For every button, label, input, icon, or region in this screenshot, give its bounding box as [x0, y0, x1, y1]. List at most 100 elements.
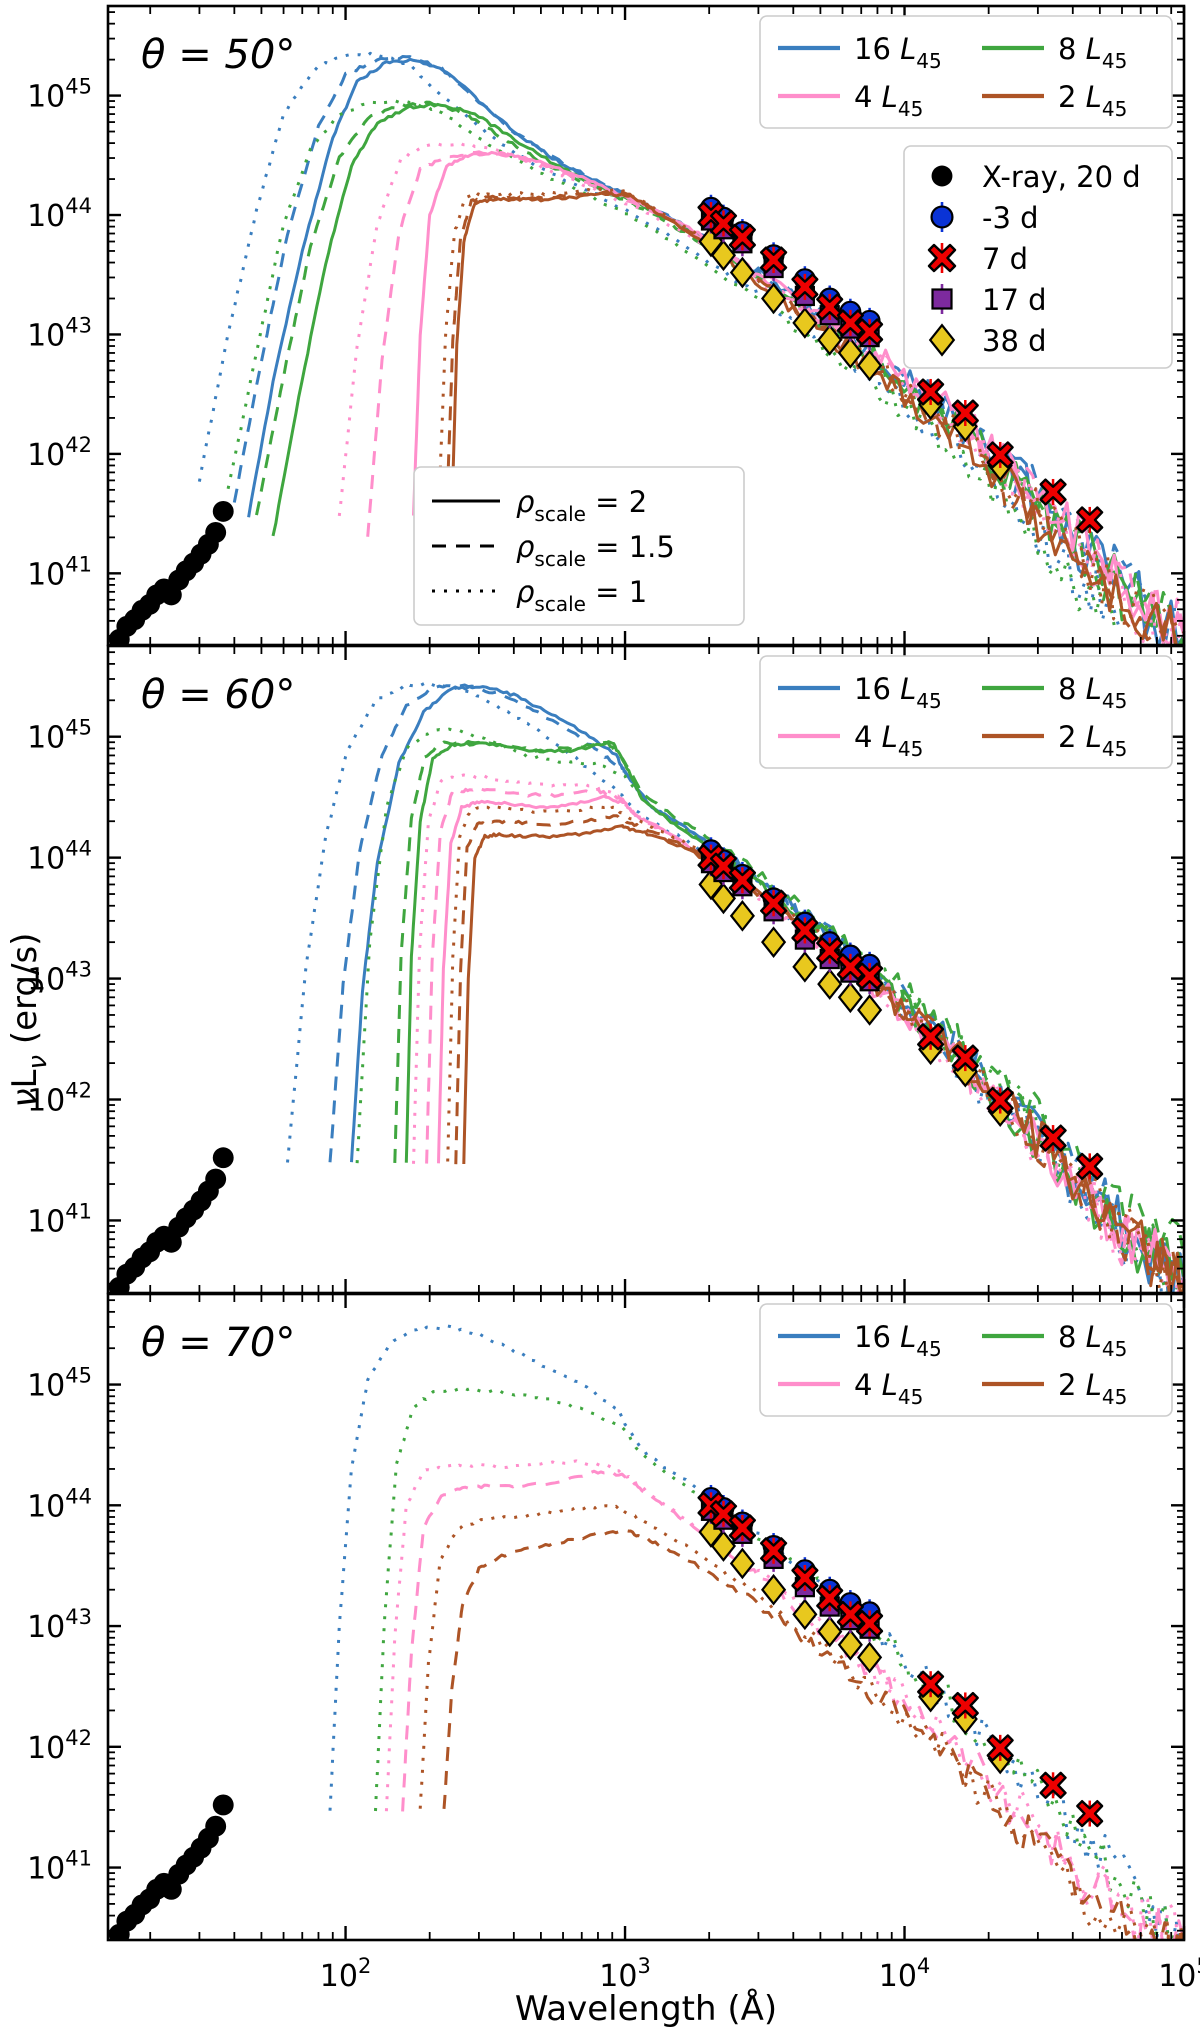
rho-equals-value: = 1.5	[586, 530, 675, 564]
x-tick-label: 102	[320, 1954, 372, 1994]
luminosity-legend-box	[759, 15, 1173, 129]
legend-obs-label: 17 d	[982, 283, 1047, 317]
legend-unit-sub: 45	[1102, 1337, 1127, 1361]
legend-label: 16 L45	[854, 32, 942, 73]
y-tick-label: 1043	[27, 958, 92, 998]
tick-exponent: 43	[65, 1605, 92, 1629]
y-tick-label: 1045	[27, 716, 92, 756]
rho-subscript: scale	[534, 547, 586, 571]
epoch-point	[951, 399, 979, 427]
legend-marker-xray-20d	[931, 165, 953, 187]
legend-obs-label: 7 d	[982, 242, 1028, 276]
y-tick-label: 1043	[27, 1605, 92, 1645]
y-label-units: (erg/s)	[5, 933, 45, 1055]
epoch-point	[1076, 1152, 1104, 1181]
epoch-point	[729, 256, 755, 289]
legend-unit-sub: 45	[1102, 49, 1127, 73]
model-curve	[418, 1503, 1183, 1939]
panel-frame	[106, 1292, 1186, 1942]
legend-unit-sub: 45	[1102, 1385, 1127, 1409]
epoch-point	[761, 926, 787, 958]
epoch-point	[1039, 1771, 1067, 1799]
x-axis-label: Wavelength (Å)	[515, 1988, 777, 2029]
model-curve	[337, 141, 1183, 644]
y-tick-label: 1042	[27, 1079, 92, 1119]
model-curve	[393, 739, 1183, 1259]
legend-unit-sub: 45	[1102, 737, 1127, 761]
legend-value: 8	[1058, 672, 1086, 706]
legend-linestyle-label: ρscale = 2	[516, 485, 647, 526]
epoch-group-7d	[697, 1491, 1104, 1828]
epoch-point	[761, 282, 787, 315]
epoch-point	[760, 246, 788, 274]
epoch-point	[728, 223, 756, 252]
legend-value: 4	[854, 80, 882, 114]
legend-unit-sub: 45	[1102, 689, 1127, 713]
legend-unit-sub: 45	[916, 49, 941, 73]
model-curve	[328, 683, 1183, 1292]
epoch-group-38d	[698, 1516, 1013, 1775]
epoch-point	[791, 1564, 819, 1592]
epoch-point	[761, 1573, 787, 1606]
rho-symbol: ρ	[516, 485, 535, 519]
tick-exponent: 4	[917, 1954, 930, 1978]
panel-data-area	[109, 51, 1183, 644]
rho-symbol: ρ	[516, 575, 535, 609]
y-axis-label-group: νLν (erg/s)	[5, 933, 53, 1108]
epoch-point	[760, 1537, 788, 1565]
legend-unit: L	[900, 1320, 916, 1354]
legend-unit: L	[1086, 720, 1102, 754]
legend-obs-label: 38 d	[982, 324, 1047, 358]
legend-unit-sub: 45	[898, 97, 923, 121]
tick-mantissa: 10	[27, 1489, 65, 1524]
legend-label: 8 L45	[1058, 672, 1127, 713]
legend-unit-sub: 45	[1102, 97, 1127, 121]
y-tick-label: 1041	[27, 1847, 92, 1887]
model-curve	[355, 727, 1183, 1292]
legend-unit-sub: 45	[898, 1385, 923, 1409]
epoch-point	[917, 1023, 945, 1051]
epoch-group-7d	[697, 844, 1104, 1181]
xray-point	[212, 1147, 234, 1169]
legend-unit: L	[1086, 672, 1102, 706]
y-tick-label: 1041	[27, 1199, 92, 1239]
legend-unit: L	[900, 32, 916, 66]
tick-mantissa: 10	[27, 1852, 65, 1887]
panel-annotation-theta: θ = 70°	[141, 1320, 295, 1366]
y-tick-label: 1042	[27, 433, 92, 473]
xray-point	[212, 500, 234, 522]
legend-linestyle-label: ρscale = 1	[516, 575, 647, 616]
y-tick-label: 1045	[27, 1364, 92, 1404]
legend-unit: L	[1086, 80, 1102, 114]
legend-value: 2	[1058, 1368, 1086, 1402]
model-curve	[437, 187, 1183, 634]
luminosity-legend-box	[759, 655, 1173, 769]
epoch-point	[837, 1628, 863, 1661]
epoch-point	[951, 1044, 979, 1072]
epoch-point	[729, 1547, 755, 1580]
tick-exponent: 44	[65, 837, 92, 861]
observation-legend-box	[903, 145, 1173, 369]
tick-mantissa: 10	[27, 1369, 65, 1404]
observation-legend: X-ray, 20 d -3 d 7 d 17 d 38 d	[903, 145, 1173, 369]
legend-label: 16 L45	[854, 1320, 942, 1361]
epoch-point	[710, 1530, 737, 1562]
tick-mantissa: 10	[599, 1959, 637, 1994]
epoch-point	[856, 1609, 884, 1638]
epoch-point	[951, 1691, 979, 1720]
epoch-point	[1076, 506, 1104, 534]
xray-points-group	[109, 500, 234, 644]
legend-value: 4	[854, 1368, 882, 1402]
epoch-point	[728, 866, 756, 894]
tick-exponent: 44	[65, 1484, 92, 1508]
rho-equals-value: = 1	[586, 575, 647, 609]
panel-theta70: 10411042104310441045102103104105θ = 70°1…	[27, 1292, 1200, 1994]
tick-exponent: 41	[65, 552, 92, 576]
xray-point	[205, 1815, 227, 1837]
tick-mantissa: 10	[320, 1959, 358, 1994]
tick-mantissa: 10	[27, 842, 65, 877]
epoch-point	[791, 273, 819, 301]
